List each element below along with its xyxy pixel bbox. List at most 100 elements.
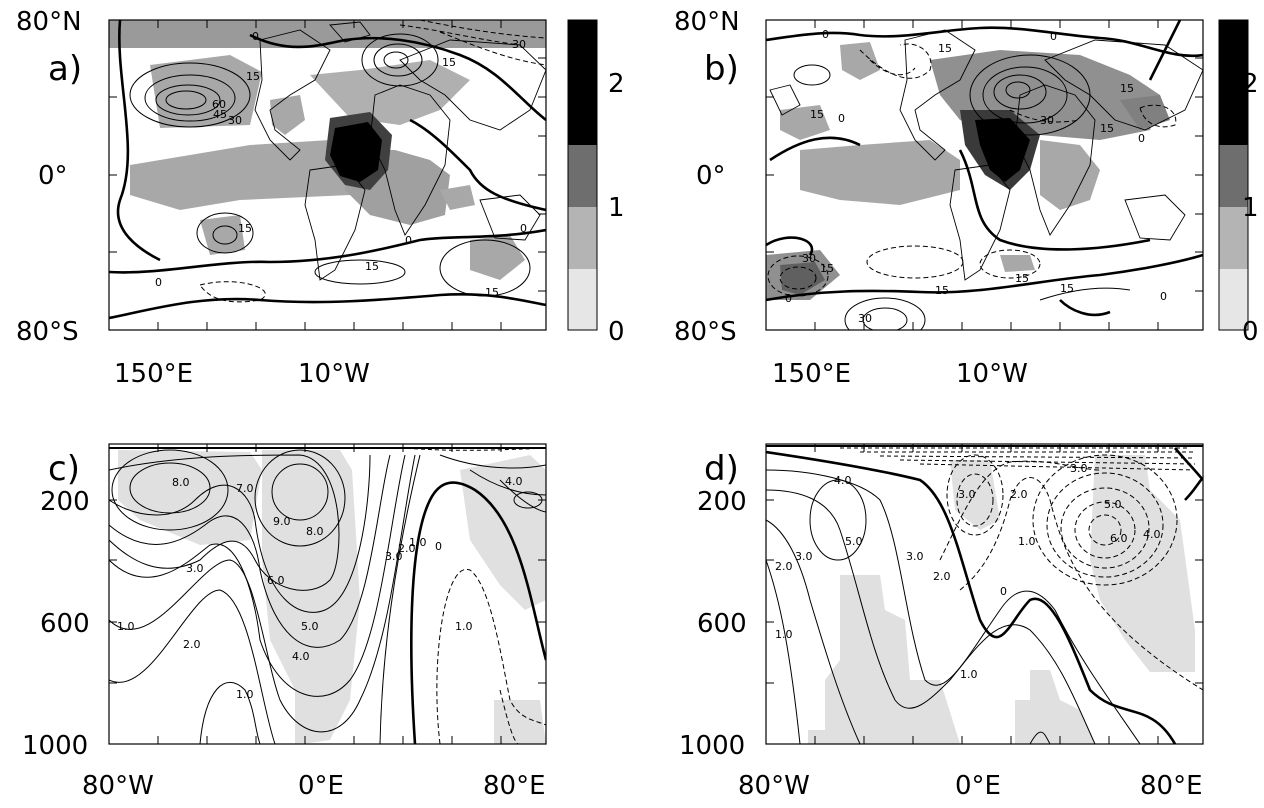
contour-label: 3.0: [958, 488, 976, 501]
colorbar-tick: 2: [1242, 69, 1259, 99]
contour-label: 4.0: [292, 650, 310, 663]
contour-label: 15: [935, 284, 949, 297]
panel-b-ticks: [766, 20, 1203, 330]
contour-label: 5.0: [301, 620, 319, 633]
contour-label: 3.0: [186, 562, 204, 575]
panel-a-ticks: [109, 20, 546, 330]
contour-label: 1.0: [775, 628, 793, 641]
contour-label: 5.0: [1104, 498, 1122, 511]
contour-label: 1.0: [236, 688, 254, 701]
contour-label: 6.0: [267, 574, 285, 587]
contour-label: 45: [213, 108, 227, 121]
contour-label: 5.0: [845, 535, 863, 548]
panel-label: d): [704, 449, 739, 489]
panel-label: c): [48, 449, 80, 489]
panel-b-contours: [766, 20, 1203, 330]
y-tick-label: 80°N: [16, 7, 82, 37]
y-tick-label: 80°N: [674, 7, 740, 37]
contour-label: 6.0: [1110, 532, 1128, 545]
contour-label: 2.0: [775, 560, 793, 573]
contour-label: 0: [822, 28, 829, 41]
x-tick-label: 0°E: [298, 771, 344, 801]
panel-b-colorbar: 2 1 0: [1218, 19, 1259, 347]
contour-label: 0: [252, 30, 259, 43]
colorbar-tick: 1: [1242, 193, 1259, 223]
contour-label: 1.0: [1018, 535, 1036, 548]
y-tick-label: 1000: [22, 731, 88, 761]
x-tick-label: 80°W: [738, 771, 810, 801]
contour-label: 3.0: [1070, 462, 1088, 475]
x-tick-label: 10°W: [298, 359, 370, 389]
contour-label: 0: [838, 112, 845, 125]
contour-label: 0: [520, 222, 527, 235]
contour-label: 15: [442, 56, 456, 69]
contour-label: 2.0: [183, 638, 201, 651]
contour-label: 2.0: [398, 542, 416, 555]
colorbar-tick: 0: [608, 317, 625, 347]
contour-label: 0: [1000, 585, 1007, 598]
panel-c-plot-area: [108, 443, 547, 745]
y-tick-label: 80°S: [674, 317, 737, 347]
contour-label: 1.0: [117, 620, 135, 633]
panel-c-contours: [109, 447, 546, 744]
contour-label: 1.0: [409, 536, 427, 549]
contour-label: 2.0: [933, 570, 951, 583]
y-tick-label: 0°: [38, 161, 68, 191]
colorbar-tick: 0: [1242, 317, 1259, 347]
panel-label: a): [48, 49, 82, 89]
panel-d-contour-labels: 3.0 4.0 3.0 2.0 5.0 5.0 6.0 4.0 2.0 3.0 …: [775, 462, 1161, 681]
x-tick-label: 0°E: [955, 771, 1001, 801]
y-tick-label: 200: [40, 487, 90, 517]
contour-label: 8.0: [306, 525, 324, 538]
y-tick-label: 1000: [679, 731, 745, 761]
contour-label: 0: [785, 292, 792, 305]
contour-label: 7.0: [236, 482, 254, 495]
y-tick-label: 0°: [696, 161, 726, 191]
panel-d-plot-area: [765, 443, 1204, 745]
y-tick-label: 200: [697, 487, 747, 517]
contour-label: 15: [820, 262, 834, 275]
colorbar-tick: 1: [608, 193, 625, 223]
panel-d-contours: [766, 445, 1203, 744]
x-tick-label: 80°E: [1140, 771, 1203, 801]
panel-c: 8.0 7.0 9.0 8.0 4.0 3.0 6.0 3.0 2.0 1.0 …: [22, 443, 547, 801]
panel-a-colorbar: 2 1 0: [567, 19, 625, 347]
contour-label: 15: [1015, 272, 1029, 285]
panel-c-ticks: [109, 444, 546, 744]
contour-label: 15: [1060, 282, 1074, 295]
y-tick-label: 600: [697, 609, 747, 639]
contour-label: 15: [238, 222, 252, 235]
contour-label: 0: [435, 540, 442, 553]
panel-label: b): [704, 49, 739, 89]
panel-b-contour-labels: 0 15 0 15 15 30 15 0 30 15 0 15 15 30 15…: [785, 28, 1167, 325]
panel-a-shading: [109, 20, 546, 280]
contour-label: 1.0: [960, 668, 978, 681]
contour-label: 4.0: [1143, 528, 1161, 541]
panel-c-contour-labels: 8.0 7.0 9.0 8.0 4.0 3.0 6.0 3.0 2.0 1.0 …: [117, 475, 523, 701]
y-tick-label: 80°S: [16, 317, 79, 347]
contour-label: 60: [212, 98, 226, 111]
contour-label: 30: [1040, 114, 1054, 127]
contour-label: 4.0: [834, 474, 852, 487]
x-tick-label: 150°E: [772, 359, 851, 389]
contour-label: 3.0: [906, 550, 924, 563]
panel-a-contours: [109, 20, 546, 320]
contour-label: 15: [246, 70, 260, 83]
colorbar-tick: 2: [608, 69, 625, 99]
contour-label: 0: [1138, 132, 1145, 145]
contour-label: 9.0: [273, 515, 291, 528]
contour-label: 0: [1050, 30, 1057, 43]
contour-label: 15: [1120, 82, 1134, 95]
contour-label: 2.0: [1010, 488, 1028, 501]
panel-b: 0 15 0 15 15 30 15 0 30 15 0 15 15 30 15…: [674, 7, 1259, 389]
x-tick-label: 80°W: [82, 771, 154, 801]
contour-label: 0: [405, 234, 412, 247]
contour-label: 15: [485, 286, 499, 299]
panel-b-shading: [766, 42, 1170, 300]
x-tick-label: 10°W: [956, 359, 1028, 389]
contour-label: 8.0: [172, 476, 190, 489]
contour-label: 1.0: [455, 620, 473, 633]
y-tick-label: 600: [40, 609, 90, 639]
contour-label: 15: [365, 260, 379, 273]
